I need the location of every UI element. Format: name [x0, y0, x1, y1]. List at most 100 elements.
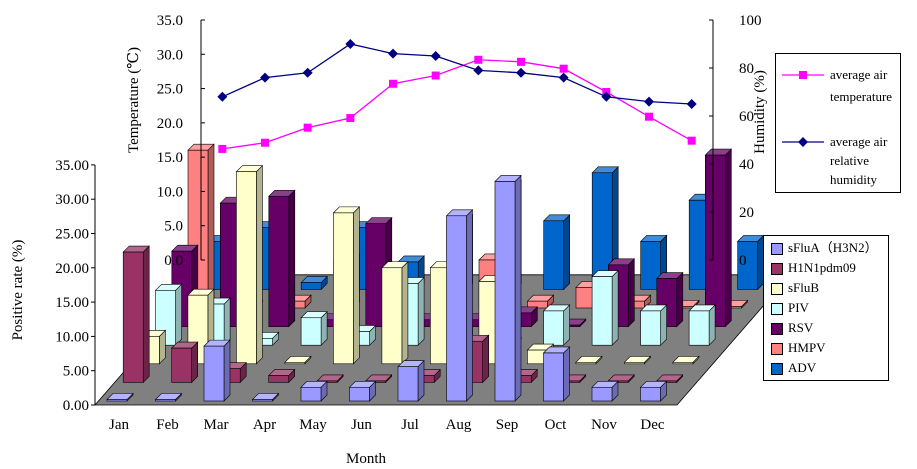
bar	[494, 174, 522, 402]
right-tick-label: 0	[739, 253, 747, 269]
bar-side	[482, 334, 490, 384]
bar-side	[611, 269, 619, 346]
bar	[154, 392, 183, 402]
bar-front	[333, 212, 354, 365]
legend-label-humidity-3: humidity	[830, 172, 877, 187]
bar	[300, 380, 328, 402]
month-tick-label: Jan	[109, 417, 129, 433]
right-tick-label: 60	[739, 109, 754, 125]
humidity-point	[302, 67, 313, 78]
bar-front	[591, 276, 613, 346]
legend-label: HMPV	[788, 340, 826, 355]
bar	[106, 392, 134, 402]
bar-front	[543, 352, 564, 402]
humidity-point	[217, 91, 228, 102]
humidity-point	[644, 96, 654, 107]
legend-label-humidity-1: average air	[830, 134, 888, 149]
series-line	[222, 59, 692, 150]
bar-front	[203, 345, 225, 402]
bar	[445, 209, 474, 402]
bar-front	[122, 251, 144, 383]
legend-swatch-icon	[771, 243, 783, 255]
temperature-point	[645, 112, 653, 121]
bar-front	[252, 399, 273, 402]
bar-side	[207, 143, 215, 309]
bar-side	[353, 206, 360, 365]
bar	[526, 294, 555, 309]
legend-swatch-icon	[771, 303, 783, 315]
bar-front	[543, 310, 564, 346]
left-tick-label: 10.0	[157, 184, 183, 200]
bar-side	[708, 304, 716, 346]
bar-front	[737, 241, 759, 290]
bar	[235, 164, 264, 365]
bar-front	[300, 317, 322, 346]
bar-side	[417, 359, 425, 402]
bar-side	[223, 339, 231, 402]
right-tick-label: 80	[739, 61, 754, 77]
bar-side	[417, 276, 425, 346]
temperature-point	[303, 123, 312, 132]
right-tick-label: 40	[739, 157, 754, 173]
month-tick-label: Nov	[591, 417, 617, 433]
month-tick-label: Sep	[496, 417, 519, 433]
bar-side	[563, 214, 571, 291]
bar-y-tick-label: 5.00	[63, 364, 89, 380]
bar-legend: sFluA（H3N2） H1N1pdm09 sFluB PIV RSV HMPV…	[763, 235, 889, 381]
legend-label: H1N1pdm09	[788, 260, 856, 275]
bar-side	[175, 283, 182, 346]
bar-y-tick-label: 20.00	[55, 261, 89, 277]
temperature-point	[346, 114, 355, 123]
bar	[542, 346, 571, 402]
bar-side	[660, 304, 667, 346]
legend-swatch-icon	[771, 283, 783, 295]
legend-swatch-icon	[771, 343, 783, 355]
bar-front	[575, 361, 597, 365]
bar-front	[640, 310, 661, 346]
month-tick-label: Aug	[446, 417, 472, 433]
month-tick-label: Oct	[545, 417, 567, 433]
bar-front	[381, 267, 403, 365]
month-tick-label: Apr	[253, 417, 276, 433]
humidity-point	[430, 51, 441, 61]
axis-labels: 0.005.0010.0015.0020.0025.0030.0035.00Ja…	[10, 13, 768, 467]
bar	[300, 275, 328, 291]
temperature-point	[218, 144, 227, 153]
legend-label: PIV	[788, 300, 809, 315]
left-tick-label: 30.0	[157, 47, 183, 63]
bar-side	[563, 304, 570, 346]
bar-front	[155, 399, 176, 402]
bar-front	[171, 347, 192, 383]
bar	[251, 392, 280, 402]
bar	[736, 234, 765, 291]
right-tick-label: 100	[739, 13, 762, 29]
bar-front	[624, 361, 645, 365]
line-legend: average air temperature average air rela…	[775, 53, 901, 193]
temperature-point	[389, 79, 397, 88]
bar	[639, 234, 668, 291]
bar	[688, 304, 716, 346]
temperature-point	[687, 136, 696, 145]
bar	[542, 214, 571, 291]
bar-side	[256, 164, 263, 365]
legend-label: RSV	[788, 320, 814, 335]
bar-front	[268, 195, 290, 327]
humidity-point	[601, 91, 612, 102]
left-tick-label: 5.0	[164, 219, 183, 235]
bar	[348, 380, 377, 402]
bar-side	[288, 189, 296, 328]
bar	[397, 359, 425, 402]
temperature-point	[431, 71, 440, 80]
bar-y-tick-label: 15.00	[55, 295, 89, 311]
bar-y-axis-title: Positive rate (%)	[10, 240, 26, 341]
bar	[591, 269, 619, 346]
left-tick-label: 20.0	[157, 116, 183, 132]
bar	[623, 355, 652, 365]
temperature-point	[517, 57, 525, 66]
left-tick-label: 25.0	[157, 82, 183, 98]
humidity-point	[345, 39, 356, 49]
bar	[122, 245, 150, 384]
line-chart	[200, 19, 714, 261]
bar-side	[724, 148, 732, 328]
